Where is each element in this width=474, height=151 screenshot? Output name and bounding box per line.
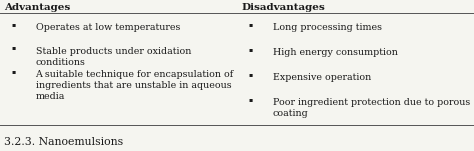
Text: Expensive operation: Expensive operation: [273, 73, 371, 82]
Text: Operates at low temperatures: Operates at low temperatures: [36, 23, 180, 32]
Text: ▪: ▪: [249, 47, 253, 52]
Text: 3.2.3. Nanoemulsions: 3.2.3. Nanoemulsions: [4, 137, 123, 147]
Text: Long processing times: Long processing times: [273, 23, 382, 32]
Text: High energy consumption: High energy consumption: [273, 48, 397, 57]
Text: ▪: ▪: [249, 72, 253, 77]
Text: Advantages: Advantages: [4, 3, 70, 12]
Text: ▪: ▪: [249, 22, 253, 27]
Text: Disadvantages: Disadvantages: [242, 3, 326, 12]
Text: ▪: ▪: [249, 97, 253, 102]
Text: ▪: ▪: [12, 45, 16, 50]
Text: A suitable technique for encapsulation of
ingredients that are unstable in aqueo: A suitable technique for encapsulation o…: [36, 70, 234, 101]
Text: Poor ingredient protection due to porous
coating: Poor ingredient protection due to porous…: [273, 98, 470, 118]
Text: Stable products under oxidation
conditions: Stable products under oxidation conditio…: [36, 47, 191, 67]
Text: ▪: ▪: [12, 69, 16, 74]
Text: ▪: ▪: [12, 22, 16, 27]
